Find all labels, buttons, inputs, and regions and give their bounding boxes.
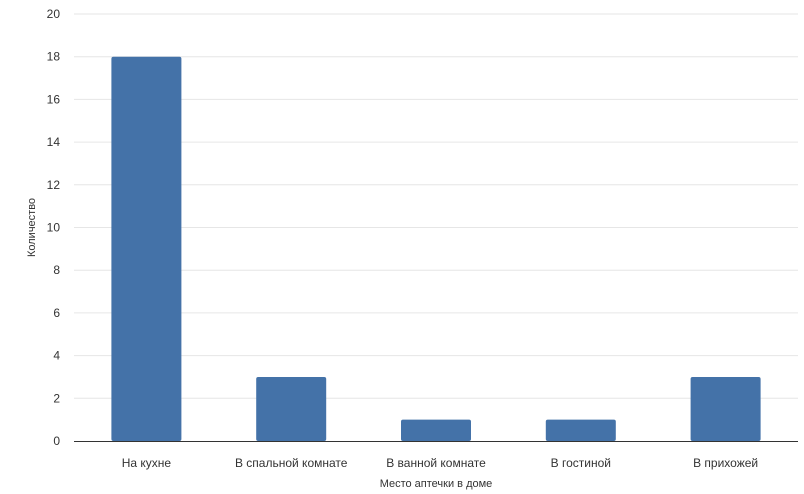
y-tick-label: 20 [47,7,61,21]
bar [111,56,182,441]
bar [690,376,761,441]
x-tick-label: В спальной комнате [235,456,348,470]
y-tick-label: 2 [53,391,60,405]
y-tick-label: 6 [53,306,60,320]
y-tick-label: 10 [47,221,61,235]
x-tick-label: На кухне [122,456,172,470]
y-tick-label: 18 [47,50,61,64]
x-tick-labels: На кухне В спальной комнате В ванной комна… [122,456,758,470]
bars [111,56,761,441]
x-axis-title: Место аптечки в доме [380,478,493,490]
y-tick-label: 4 [53,349,60,363]
y-axis-title: Количество [26,198,38,257]
bar [401,419,471,441]
x-tick-label: В гостиной [551,456,611,470]
x-tick-label: В прихожей [693,456,758,470]
bar [545,419,616,441]
bar [256,376,327,441]
gridlines [74,13,798,399]
y-tick-label: 14 [47,135,61,149]
y-tick-label: 0 [53,434,60,448]
x-tick-label: В ванной комнате [386,456,486,470]
y-tick-labels: 0 2 4 6 8 10 12 14 16 18 20 [47,7,61,448]
y-tick-label: 16 [47,92,61,106]
y-tick-label: 8 [53,263,60,277]
y-tick-label: 12 [47,178,61,192]
